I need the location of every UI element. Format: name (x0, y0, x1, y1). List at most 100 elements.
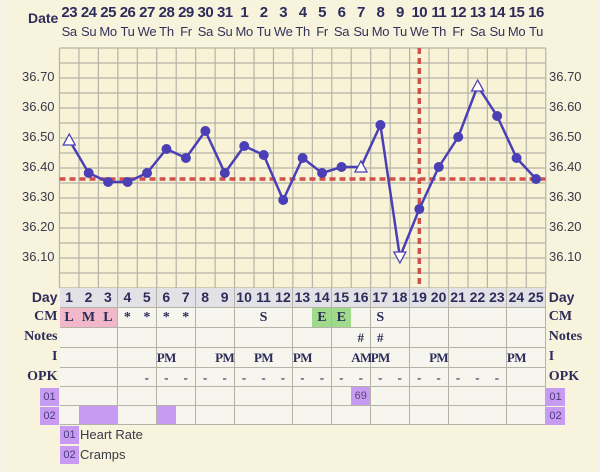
table-cell-i[interactable]: PM (254, 348, 275, 368)
table-cell-i[interactable] (117, 348, 138, 368)
table-cell-notes[interactable] (467, 328, 488, 348)
table-cell-i[interactable] (526, 348, 547, 368)
table-cell-day[interactable]: 20 (429, 288, 450, 308)
table-cell-notes[interactable]: # (370, 328, 391, 348)
table-cell-c2[interactable] (254, 406, 275, 425)
table-cell-i[interactable] (137, 348, 158, 368)
table-cell-opk[interactable] (98, 368, 119, 387)
table-cell-notes[interactable] (137, 328, 158, 348)
table-cell-opk[interactable] (506, 368, 527, 387)
table-cell-day[interactable]: 9 (215, 288, 236, 308)
table-cell-cm[interactable]: L (98, 308, 119, 328)
table-cell-cm[interactable]: * (137, 308, 158, 328)
table-cell-c2[interactable] (78, 406, 99, 425)
table-cell-notes[interactable] (176, 328, 197, 348)
table-cell-cm[interactable] (467, 308, 488, 328)
table-cell-opk[interactable]: - (370, 368, 391, 387)
table-cell-c1[interactable] (526, 387, 547, 406)
table-cell-cm[interactable]: S (370, 308, 391, 328)
table-cell-opk[interactable] (78, 368, 99, 387)
table-cell-opk[interactable]: - (292, 368, 313, 387)
table-cell-opk[interactable]: - (429, 368, 450, 387)
table-cell-i[interactable]: PM (215, 348, 236, 368)
table-cell-day[interactable]: 3 (98, 288, 119, 308)
table-cell-c1[interactable] (156, 387, 177, 406)
table-cell-opk[interactable]: - (487, 368, 508, 387)
table-cell-notes[interactable] (429, 328, 450, 348)
table-cell-opk[interactable]: - (176, 368, 197, 387)
table-cell-c2[interactable] (429, 406, 450, 425)
table-cell-i[interactable] (467, 348, 488, 368)
table-cell-day[interactable]: 14 (312, 288, 333, 308)
table-cell-opk[interactable]: - (273, 368, 294, 387)
table-cell-day[interactable]: 13 (292, 288, 313, 308)
table-cell-c2[interactable] (215, 406, 236, 425)
table-cell-i[interactable]: PM (429, 348, 450, 368)
table-cell-opk[interactable]: - (234, 368, 255, 387)
table-cell-i[interactable]: PM (292, 348, 313, 368)
table-cell-notes[interactable] (448, 328, 469, 348)
table-cell-opk[interactable]: - (195, 368, 216, 387)
table-cell-c1[interactable] (370, 387, 391, 406)
table-cell-notes[interactable] (526, 328, 547, 348)
table-cell-i[interactable] (78, 348, 99, 368)
table-cell-notes[interactable] (234, 328, 255, 348)
table-cell-opk[interactable]: - (448, 368, 469, 387)
table-cell-notes[interactable] (409, 328, 430, 348)
table-cell-c1[interactable] (331, 387, 352, 406)
table-cell-c1[interactable] (234, 387, 255, 406)
table-cell-c1[interactable] (137, 387, 158, 406)
table-cell-day[interactable]: 17 (370, 288, 391, 308)
table-cell-i[interactable] (273, 348, 294, 368)
table-cell-cm[interactable] (448, 308, 469, 328)
table-cell-cm[interactable] (409, 308, 430, 328)
table-cell-c2[interactable] (137, 406, 158, 425)
table-cell-i[interactable] (98, 348, 119, 368)
table-cell-day[interactable]: 5 (137, 288, 158, 308)
table-cell-c2[interactable] (351, 406, 372, 425)
table-cell-opk[interactable]: - (390, 368, 411, 387)
table-cell-cm[interactable] (215, 308, 236, 328)
table-cell-opk[interactable]: - (254, 368, 275, 387)
table-cell-c2[interactable] (312, 406, 333, 425)
table-cell-day[interactable]: 11 (254, 288, 275, 308)
table-cell-cm[interactable] (273, 308, 294, 328)
table-cell-cm[interactable]: E (312, 308, 333, 328)
table-cell-cm[interactable] (526, 308, 547, 328)
table-cell-day[interactable]: 24 (506, 288, 527, 308)
table-cell-opk[interactable]: - (467, 368, 488, 387)
table-cell-cm[interactable] (429, 308, 450, 328)
table-cell-opk[interactable] (59, 368, 80, 387)
table-cell-notes[interactable] (254, 328, 275, 348)
table-cell-day[interactable]: 19 (409, 288, 430, 308)
table-cell-notes[interactable] (215, 328, 236, 348)
table-cell-cm[interactable]: * (176, 308, 197, 328)
table-cell-c2[interactable] (370, 406, 391, 425)
table-cell-cm[interactable] (487, 308, 508, 328)
table-cell-notes[interactable] (506, 328, 527, 348)
table-cell-i[interactable]: PM (156, 348, 177, 368)
table-cell-c2[interactable] (448, 406, 469, 425)
table-cell-i[interactable] (487, 348, 508, 368)
table-cell-c2[interactable] (195, 406, 216, 425)
table-cell-c1[interactable] (98, 387, 119, 406)
table-cell-c2[interactable] (117, 406, 138, 425)
table-cell-i[interactable] (59, 348, 80, 368)
table-cell-cm[interactable]: * (156, 308, 177, 328)
table-cell-notes[interactable] (273, 328, 294, 348)
table-cell-c2[interactable] (331, 406, 352, 425)
table-cell-cm[interactable] (292, 308, 313, 328)
table-cell-notes[interactable] (487, 328, 508, 348)
table-cell-day[interactable]: 6 (156, 288, 177, 308)
table-cell-i[interactable] (331, 348, 352, 368)
table-cell-day[interactable]: 10 (234, 288, 255, 308)
table-cell-opk[interactable]: - (156, 368, 177, 387)
table-cell-opk[interactable]: - (351, 368, 372, 387)
table-cell-notes[interactable] (195, 328, 216, 348)
table-cell-day[interactable]: 25 (526, 288, 547, 308)
table-cell-c1[interactable] (467, 387, 488, 406)
table-cell-cm[interactable]: M (78, 308, 99, 328)
table-cell-i[interactable] (234, 348, 255, 368)
table-cell-c2[interactable] (526, 406, 547, 425)
table-cell-c2[interactable] (467, 406, 488, 425)
